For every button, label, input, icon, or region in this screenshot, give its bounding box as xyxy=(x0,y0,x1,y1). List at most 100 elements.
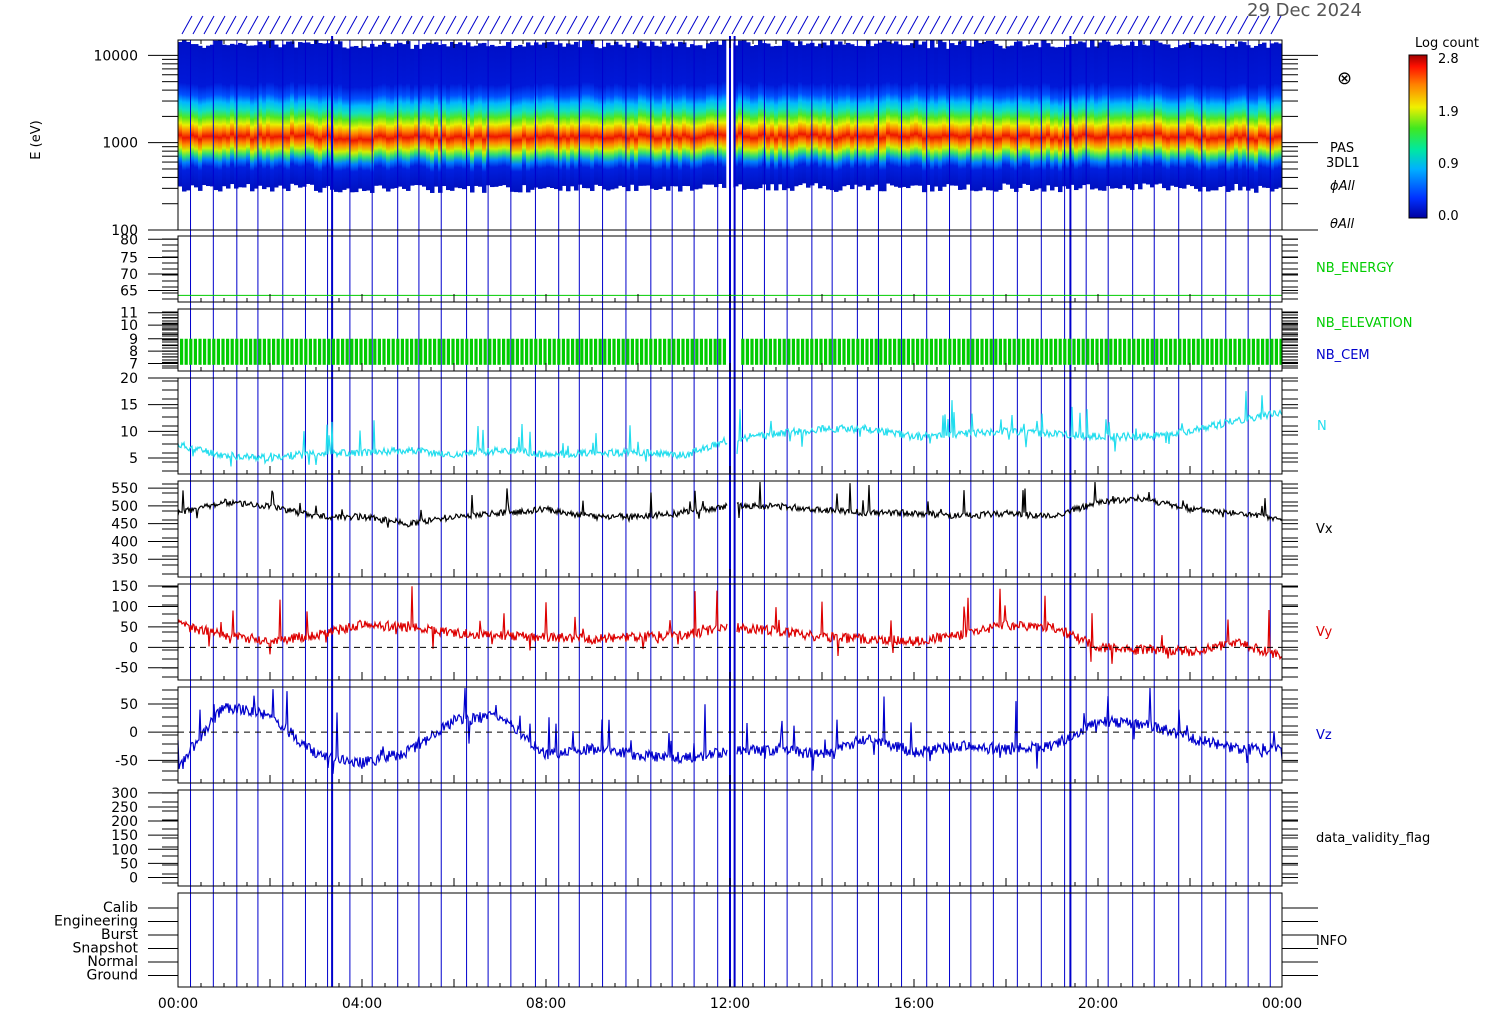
nb-elevation-bar xyxy=(722,338,726,365)
spectrogram-column xyxy=(294,47,299,186)
spectrogram-column xyxy=(870,46,875,187)
colorbar-tick-max: 2.8 xyxy=(1438,52,1459,67)
nb-elevation-bar xyxy=(1044,338,1048,365)
label-info: INFO xyxy=(1316,934,1347,949)
nb-elevation-bar xyxy=(1261,338,1265,365)
marker-top-glyph xyxy=(621,15,633,35)
spectrogram-column xyxy=(678,41,683,192)
nb-elevation-bar xyxy=(313,338,317,365)
spectrogram-column xyxy=(222,44,227,187)
spectrogram-column xyxy=(366,47,371,191)
spectrogram-column xyxy=(666,44,671,191)
spectrogram-column xyxy=(594,47,599,185)
spectrogram-column xyxy=(506,42,511,188)
spectrogram-column xyxy=(1234,46,1239,184)
marker-top-glyph xyxy=(401,15,413,35)
marker-top-glyph xyxy=(841,15,853,35)
spectrogram-column xyxy=(898,44,903,188)
nb-elevation-bar xyxy=(745,338,749,365)
spectrogram-column xyxy=(1190,42,1195,187)
nb-elevation-bar xyxy=(1109,338,1113,365)
nb-elevation-bar xyxy=(966,338,970,365)
spectrogram-column xyxy=(854,46,859,185)
y-tick-label: 15 xyxy=(120,398,138,414)
nb-elevation-bars xyxy=(180,338,1283,365)
spectrogram-column xyxy=(1182,44,1187,189)
nb-elevation-bar xyxy=(557,338,561,365)
spectrogram-column xyxy=(246,45,251,185)
nb-elevation-bar xyxy=(828,338,832,365)
nb-elevation-bar xyxy=(672,338,676,365)
spectrogram-column xyxy=(922,41,927,193)
spectrogram-column xyxy=(970,46,975,191)
nb-elevation-bar xyxy=(336,338,340,365)
marker-top-glyph xyxy=(533,15,545,35)
spectrogram-column xyxy=(1150,40,1155,188)
spectrogram-column xyxy=(582,40,587,189)
nb-elevation-bar xyxy=(189,338,193,365)
spectrogram-column xyxy=(382,41,387,189)
spectrogram-column xyxy=(1214,44,1219,191)
marker-top-glyph xyxy=(225,15,237,35)
marker-top-glyph xyxy=(852,15,864,35)
spectrogram-column xyxy=(1206,44,1211,192)
nb-elevation-bar xyxy=(1187,338,1191,365)
spectrogram-column xyxy=(866,40,871,191)
nb-elevation-bar xyxy=(764,338,768,365)
nb-elevation-bar xyxy=(1150,338,1154,365)
y-tick-label: 250 xyxy=(111,800,138,816)
spectrogram-column xyxy=(1270,43,1275,192)
marker-top-glyph xyxy=(665,15,677,35)
nb-elevation-bar xyxy=(534,338,538,365)
spectrogram-column xyxy=(1058,46,1063,193)
nb-elevation-bar xyxy=(644,338,648,365)
nb-elevation-bar xyxy=(713,338,717,365)
marker-top-glyph xyxy=(643,15,655,35)
nb-elevation-bar xyxy=(359,338,363,365)
nb-elevation-bar xyxy=(1173,338,1177,365)
spectrogram-column xyxy=(1082,42,1087,186)
spec-y-axis-label: E (eV) xyxy=(29,120,44,159)
spectrogram-column xyxy=(226,45,231,189)
nb-elevation-bar xyxy=(258,338,262,365)
nb-elevation-bar xyxy=(1141,338,1145,365)
nb-elevation-bar xyxy=(709,338,713,365)
spectrogram-column xyxy=(238,42,243,188)
spectrogram-column xyxy=(1218,46,1223,187)
marker-top-glyph xyxy=(896,15,908,35)
spectrogram-column xyxy=(418,48,423,186)
marker-top-glyph xyxy=(511,15,523,35)
spectrogram-column xyxy=(446,46,451,191)
spectrogram-column xyxy=(574,41,579,191)
nb-elevation-bar xyxy=(580,338,584,365)
colorbar-tick-min: 0.0 xyxy=(1438,209,1459,224)
spectrogram-column xyxy=(474,45,479,186)
spectrogram-column xyxy=(1266,47,1271,188)
nb-elevation-bar xyxy=(1100,338,1104,365)
nb-elevation-bar xyxy=(768,338,772,365)
spectrogram-column xyxy=(1238,41,1243,191)
spectrogram-column xyxy=(766,43,771,191)
spectrogram-column xyxy=(798,41,803,186)
colorbar-tick-3: 0.9 xyxy=(1438,157,1459,172)
marker-top-glyph xyxy=(698,15,710,35)
marker-top-glyph xyxy=(456,15,468,35)
nb-elevation-bar xyxy=(469,338,473,365)
spectrogram-column xyxy=(470,46,475,193)
spectrogram-column xyxy=(362,46,367,192)
label-vz: Vz xyxy=(1316,728,1332,743)
marker-top-glyph xyxy=(786,15,798,35)
spectrogram-column xyxy=(278,47,283,186)
spectrogram-column xyxy=(302,42,307,187)
nb-elevation-bar xyxy=(474,338,478,365)
spectrogram-column xyxy=(846,42,851,186)
nb-elevation-bar xyxy=(235,338,239,365)
y-tick-label: 65 xyxy=(120,283,138,299)
spectrogram-column xyxy=(554,44,559,190)
spectrogram-column xyxy=(850,44,855,190)
spectrogram-column xyxy=(1274,42,1279,189)
info-category-label: Engineering xyxy=(54,914,138,930)
nb-elevation-bar xyxy=(819,338,823,365)
spectrogram-column xyxy=(1078,41,1083,189)
colorbar-title: Log count xyxy=(1415,36,1479,51)
